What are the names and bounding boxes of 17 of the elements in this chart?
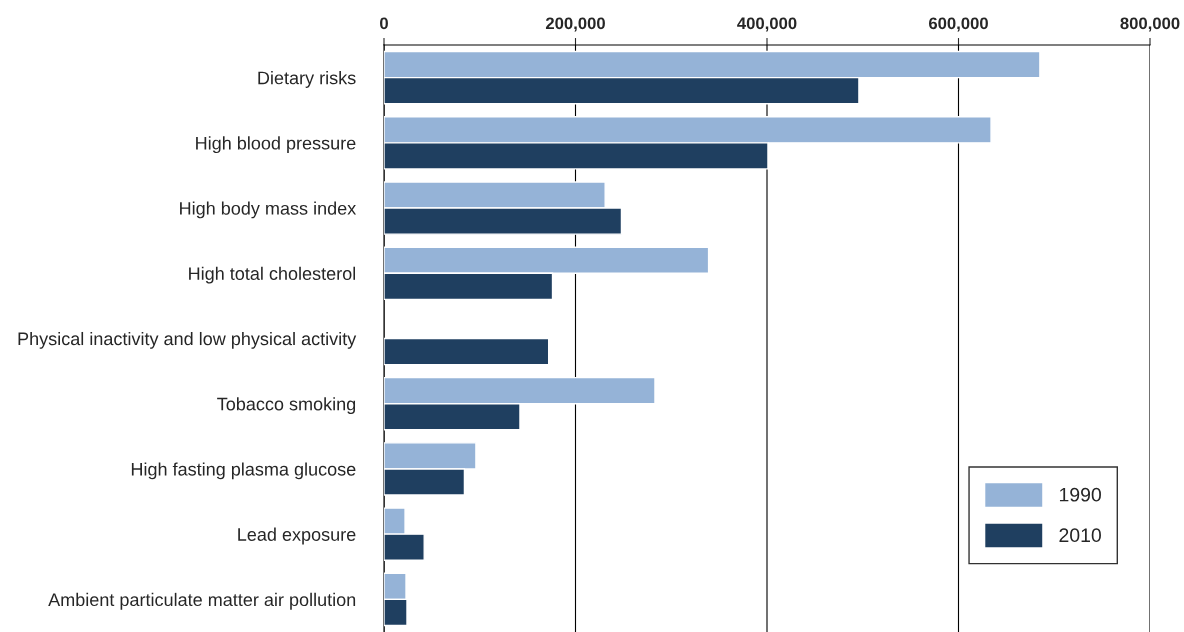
y-tick-label: High total cholesterol	[189, 266, 356, 284]
x-tick-label: 0	[380, 17, 388, 30]
y-tick-label: High blood pressure	[196, 136, 356, 154]
y-tick-label: High fasting plasma glucose	[131, 462, 356, 480]
y-tick-label: Lead exposure	[238, 527, 356, 545]
y-tick-label: High body mass index	[180, 201, 357, 219]
x-tick-label: 600,000	[928, 17, 988, 32]
x-tick-label: 800,000	[1120, 17, 1180, 32]
legend-label: 1990	[1059, 487, 1101, 502]
y-tick-label: Ambient particulate matter air pollution	[48, 592, 356, 610]
x-tick-label: 400,000	[737, 17, 797, 32]
y-tick-label: Physical inactivity and low physical activity	[18, 331, 357, 349]
y-tick-label: Tobacco smoking	[217, 397, 356, 415]
bar	[384, 337, 550, 366]
y-tick-label: Dietary risks	[258, 71, 356, 88]
legend-label: 2010	[1059, 528, 1101, 543]
x-tick-label: 200,000	[545, 17, 605, 32]
